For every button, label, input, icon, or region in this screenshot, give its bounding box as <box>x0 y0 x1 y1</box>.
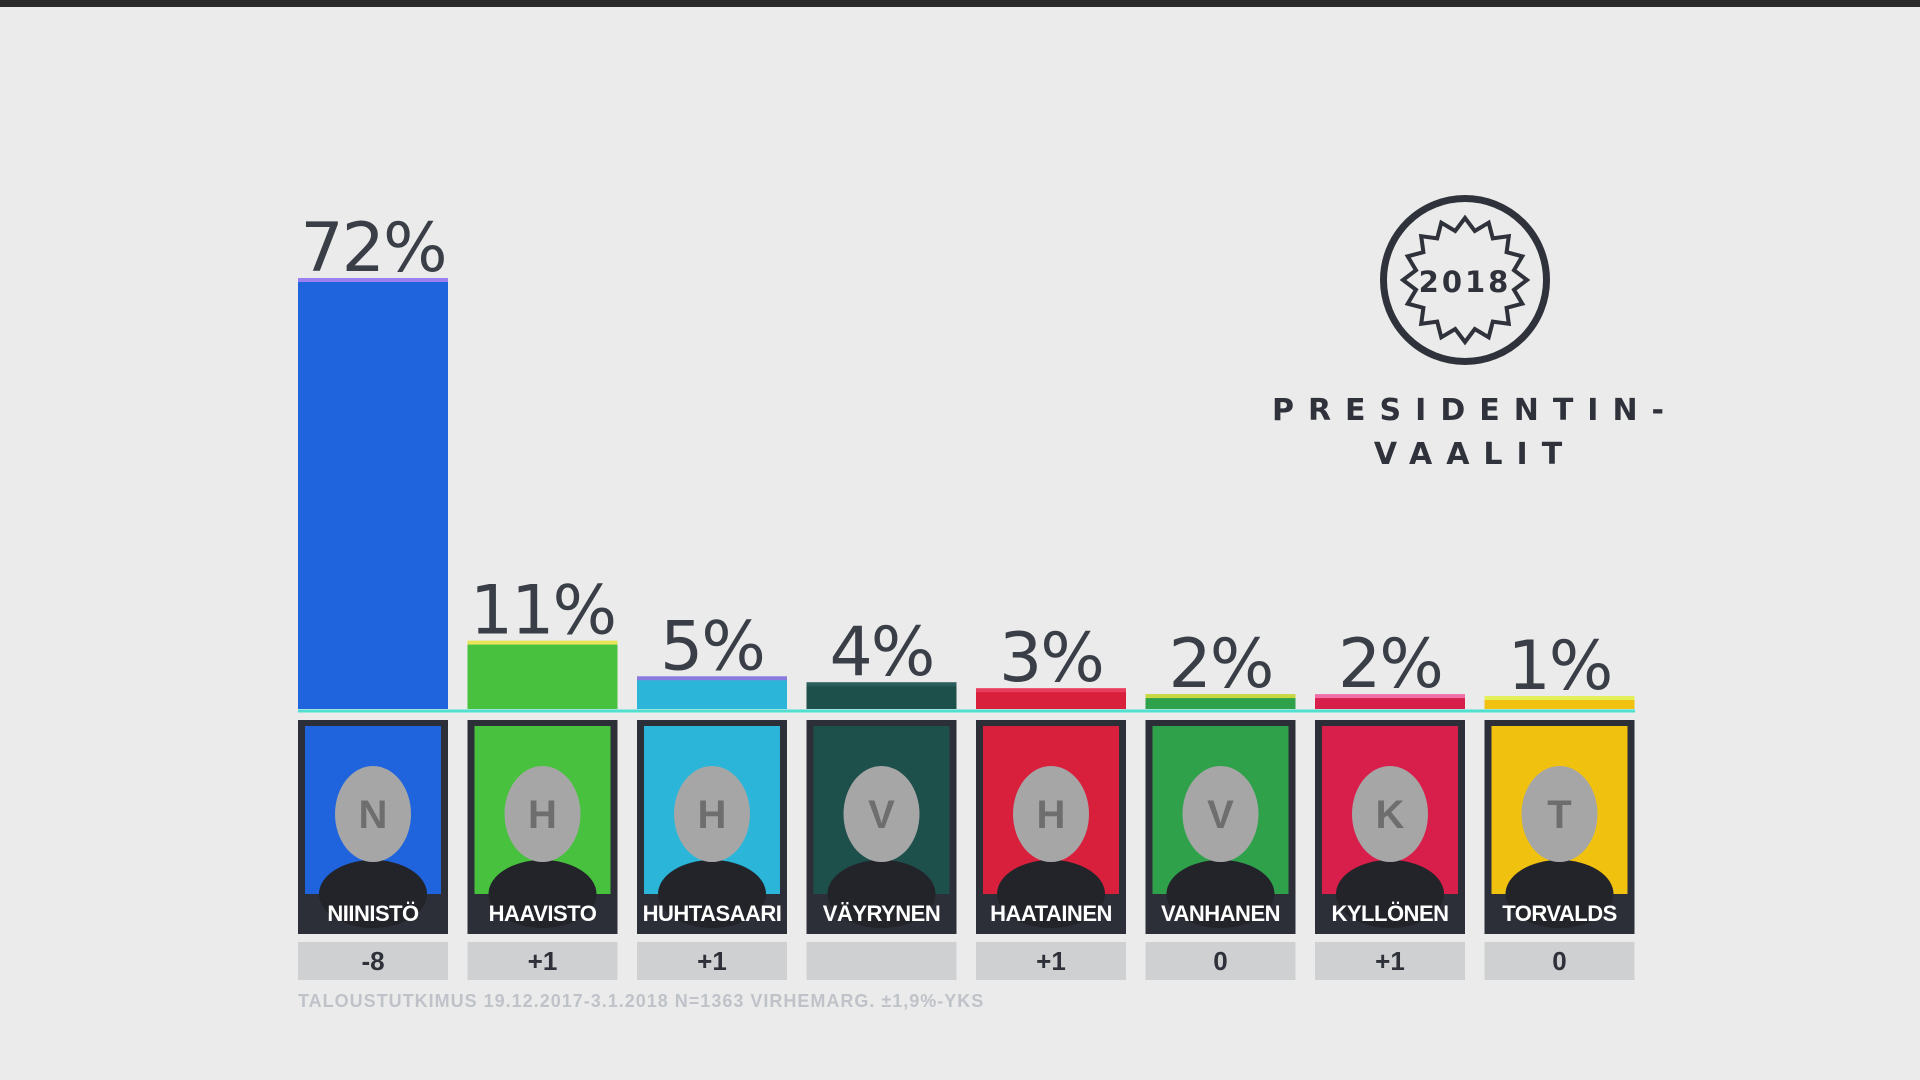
portrait-initial-torvalds: T <box>1547 793 1571 837</box>
portrait-shoulders-haatainen <box>997 860 1105 928</box>
change-value-haavisto: +1 <box>528 946 558 976</box>
bar-torvalds <box>1484 699 1635 709</box>
change-box-haatainen <box>976 942 1126 980</box>
portrait-initial-niinistö: N <box>359 793 388 837</box>
portrait-face-haatainen <box>1013 766 1089 862</box>
bar-cap-kyllönen <box>1315 694 1465 699</box>
portrait-initial-haavisto: H <box>528 793 557 837</box>
candidate-name-huhtasaari: HUHTASAARI <box>643 901 782 926</box>
portrait-face-kyllönen <box>1352 766 1428 862</box>
candidate-name-haatainen: HAATAINEN <box>990 901 1112 926</box>
portrait-shoulders-niinistö <box>319 860 427 928</box>
change-value-kyllönen: +1 <box>1375 946 1405 976</box>
value-label-torvalds: 1% <box>1508 627 1612 706</box>
change-box-niinistö <box>298 942 448 980</box>
portrait-shoulders-vanhanen <box>1166 860 1275 928</box>
logo-year: 2018 <box>1418 265 1512 299</box>
bar-väyrynen <box>806 685 957 709</box>
bar-cap-vanhanen <box>1145 694 1296 699</box>
top-border <box>0 0 1920 7</box>
change-box-torvalds <box>1484 942 1635 980</box>
bar-cap-torvalds <box>1484 696 1635 700</box>
change-box-vanhanen <box>1145 942 1296 980</box>
candidate-name-kyllönen: KYLLÖNEN <box>1332 901 1449 926</box>
bar-cap-niinistö <box>298 278 448 282</box>
portrait-face-niinistö <box>335 766 411 862</box>
change-box-väyrynen <box>806 942 957 980</box>
bar-cap-huhtasaari <box>637 676 787 681</box>
change-value-huhtasaari: +1 <box>697 946 727 976</box>
change-value-haatainen: +1 <box>1036 946 1066 976</box>
portrait-shoulders-väyrynen <box>827 860 936 928</box>
portrait-initial-väyrynen: V <box>868 793 895 837</box>
portrait-shoulders-huhtasaari <box>658 860 766 928</box>
value-label-kyllönen: 2% <box>1338 625 1442 704</box>
portrait-shoulders-kyllönen <box>1336 860 1444 928</box>
logo-ring <box>1380 195 1550 365</box>
bar-group: 72% N NIINISTÖ -8 11% H HAAVISTO +1 5% H HUHTASAAR… <box>298 209 1635 980</box>
value-label-huhtasaari: 5% <box>660 607 764 686</box>
bar-cap-väyrynen <box>806 682 957 687</box>
change-box-kyllönen <box>1315 942 1465 980</box>
logo-title-line-2: VAALIT <box>1373 437 1577 472</box>
candidate-name-niinistö: NIINISTÖ <box>327 901 419 926</box>
source-footnote: TALOUSTUTKIMUS 19.12.2017-3.1.2018 N=136… <box>298 991 984 1011</box>
candidate-name-torvalds: TORVALDS <box>1502 901 1617 926</box>
portrait-face-huhtasaari <box>674 766 750 862</box>
portrait-initial-vanhanen: V <box>1207 793 1234 837</box>
value-label-vanhanen: 2% <box>1169 625 1273 704</box>
bar-cap-haavisto <box>467 640 618 645</box>
portrait-initial-haatainen: H <box>1037 793 1066 837</box>
bar-vanhanen <box>1145 697 1296 709</box>
portrait-face-haavisto <box>504 766 581 862</box>
portrait-shoulders-torvalds <box>1505 860 1614 928</box>
bar-kyllönen <box>1315 697 1465 709</box>
change-value-torvalds: 0 <box>1552 946 1566 976</box>
change-value-niinistö: -8 <box>361 946 384 976</box>
candidate-name-vanhanen: VANHANEN <box>1161 901 1280 926</box>
logo-title-line-1: PRESIDENTIN- <box>1271 393 1679 428</box>
value-label-haavisto: 11% <box>470 572 615 651</box>
change-box-haavisto <box>467 942 618 980</box>
portrait-face-vanhanen <box>1182 766 1259 862</box>
presidentinvaalit-logo: 2018 PRESIDENTIN- VAALIT <box>1255 195 1695 485</box>
bar-haavisto <box>467 643 618 709</box>
change-value-vanhanen: 0 <box>1213 946 1227 976</box>
portrait-face-torvalds <box>1521 766 1598 862</box>
portrait-initial-huhtasaari: H <box>698 793 727 837</box>
bar-haatainen <box>976 691 1126 709</box>
candidate-name-väyrynen: VÄYRYNEN <box>823 901 940 926</box>
bar-niinistö <box>298 281 448 709</box>
value-label-väyrynen: 4% <box>830 613 934 692</box>
portrait-face-väyrynen <box>843 766 920 862</box>
candidate-name-haavisto: HAAVISTO <box>489 901 597 926</box>
value-label-haatainen: 3% <box>999 619 1103 698</box>
portrait-shoulders-haavisto <box>488 860 597 928</box>
change-box-huhtasaari <box>637 942 787 980</box>
portrait-initial-kyllönen: K <box>1376 793 1405 837</box>
bar-huhtasaari <box>637 679 787 709</box>
bar-cap-haatainen <box>976 688 1126 693</box>
value-label-niinistö: 72% <box>300 209 445 288</box>
logo-starburst-icon <box>1399 214 1531 346</box>
